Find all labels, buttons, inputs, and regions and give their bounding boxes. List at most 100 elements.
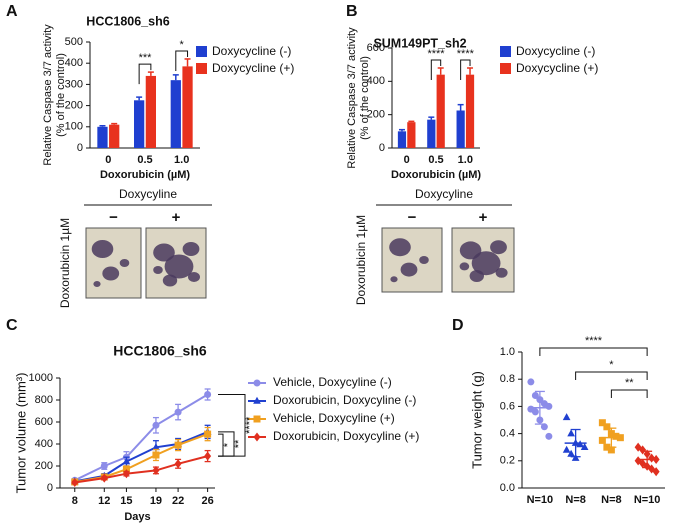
marker bbox=[652, 467, 660, 477]
marker bbox=[562, 445, 571, 453]
bar bbox=[465, 74, 475, 148]
x-tick-label: N=10 bbox=[527, 494, 554, 506]
marker bbox=[639, 458, 647, 469]
chart-title: HCC1806_sh6 bbox=[86, 14, 169, 28]
bar bbox=[170, 80, 181, 148]
x-tick-label: 1.0 bbox=[458, 154, 473, 166]
x-tick-label: 26 bbox=[201, 495, 213, 507]
panel-letter: B bbox=[346, 3, 358, 20]
significance-bracket bbox=[575, 371, 648, 380]
photo-column-label: + bbox=[172, 209, 181, 226]
marker bbox=[634, 456, 642, 466]
photo-cell bbox=[188, 272, 200, 282]
panel-letter: A bbox=[6, 3, 18, 20]
photo-cell bbox=[91, 240, 114, 258]
marker bbox=[174, 441, 182, 449]
x-tick-label: 19 bbox=[150, 495, 162, 507]
marker bbox=[531, 408, 539, 416]
marker bbox=[603, 423, 611, 431]
legend-swatch bbox=[500, 46, 511, 57]
y-tick-label: 200 bbox=[65, 100, 83, 112]
bar bbox=[436, 74, 445, 148]
photo-row-label: Doxorubicin 1µM bbox=[354, 215, 368, 305]
y-tick-label: 0 bbox=[47, 482, 53, 494]
y-tick-label: 100 bbox=[65, 121, 83, 133]
marker bbox=[174, 408, 182, 416]
photo-cell bbox=[419, 256, 429, 264]
photo-cell bbox=[153, 243, 175, 262]
x-tick-label: 12 bbox=[98, 495, 110, 507]
photo-cell bbox=[495, 267, 508, 278]
y-tick-label: 400 bbox=[35, 438, 53, 450]
significance-bracket bbox=[460, 59, 471, 80]
panel-letter: C bbox=[6, 317, 18, 334]
y-tick-label: 400 bbox=[367, 75, 385, 87]
bar bbox=[456, 110, 465, 148]
x-tick-label: 22 bbox=[172, 495, 184, 507]
bar bbox=[134, 100, 145, 148]
significance-label: *** bbox=[139, 52, 153, 64]
x-tick-label: 15 bbox=[120, 495, 132, 507]
y-tick-label: 1000 bbox=[29, 372, 53, 384]
legend-label: Vehicle, Doxycyline (+) bbox=[273, 411, 395, 425]
significance-bracket bbox=[175, 50, 189, 71]
photo-cell bbox=[162, 274, 178, 287]
chart-title: HCC1806_sh6 bbox=[113, 343, 207, 359]
significance-label: ** bbox=[233, 439, 245, 448]
marker bbox=[545, 432, 553, 440]
marker bbox=[71, 477, 79, 488]
marker bbox=[527, 378, 535, 386]
legend-label: Doxorubicin, Doxycyline (+) bbox=[273, 429, 419, 443]
significance-label: * bbox=[609, 359, 614, 371]
marker bbox=[648, 464, 656, 474]
bar bbox=[145, 75, 156, 148]
x-axis-label: Days bbox=[124, 511, 150, 523]
photo bbox=[85, 227, 142, 299]
marker bbox=[567, 429, 575, 437]
photo-cell bbox=[389, 238, 411, 257]
marker bbox=[639, 445, 647, 455]
x-tick-label: 0.5 bbox=[137, 154, 152, 166]
y-axis-label: (% of the control) bbox=[55, 53, 67, 137]
y-axis-label: Relative Caspase 3/7 activity bbox=[346, 27, 358, 169]
photo-cell bbox=[390, 276, 398, 283]
bar bbox=[97, 126, 108, 148]
marker bbox=[607, 446, 615, 454]
x-tick-label: 0 bbox=[105, 154, 111, 166]
photo-cell bbox=[471, 251, 501, 276]
photo-cell bbox=[490, 240, 507, 255]
photo-cell bbox=[164, 254, 194, 279]
marker bbox=[100, 473, 108, 483]
bar bbox=[109, 124, 120, 148]
marker bbox=[174, 459, 182, 469]
legend-label: Vehicle, Doxycyline (-) bbox=[273, 375, 392, 389]
y-tick-label: 0.2 bbox=[500, 455, 515, 467]
marker bbox=[253, 396, 261, 404]
x-tick-label: 8 bbox=[72, 495, 78, 507]
marker bbox=[204, 391, 212, 398]
photo bbox=[381, 227, 443, 293]
x-tick-label: N=8 bbox=[601, 494, 622, 506]
marker bbox=[152, 451, 160, 459]
marker bbox=[253, 432, 261, 442]
significance-label: ** bbox=[625, 377, 634, 389]
photo-cell bbox=[102, 266, 120, 281]
y-tick-label: 400 bbox=[65, 57, 83, 69]
marker bbox=[204, 451, 212, 461]
legend-label: Doxycycline (+) bbox=[516, 61, 598, 75]
marker bbox=[562, 413, 571, 421]
photo-cell bbox=[182, 242, 200, 256]
legend-swatch bbox=[196, 63, 207, 74]
photo-cell bbox=[93, 281, 101, 287]
marker bbox=[531, 392, 539, 400]
significance-label: **** bbox=[457, 48, 475, 60]
marker bbox=[152, 443, 160, 451]
y-tick-label: 0.8 bbox=[500, 373, 515, 385]
y-tick-label: 800 bbox=[35, 394, 53, 406]
y-tick-label: 0 bbox=[77, 142, 83, 154]
bar bbox=[427, 119, 436, 148]
marker bbox=[152, 421, 160, 429]
marker bbox=[253, 415, 261, 423]
x-axis-label: Doxorubicin (µM) bbox=[391, 169, 481, 181]
